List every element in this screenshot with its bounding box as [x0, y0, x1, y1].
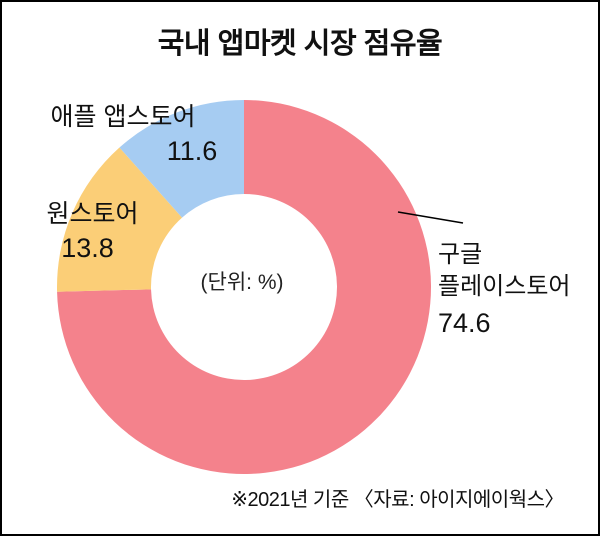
- google-callout-line: [397, 211, 464, 224]
- chart-footnote: ※2021년 기준 〈자료: 아이지에이웍스〉: [231, 489, 564, 511]
- donut-slice-2: [119, 100, 244, 218]
- google-playstore-label: 구글 플레이스토어 74.6: [438, 239, 598, 339]
- donut-slices-group: [57, 100, 432, 474]
- onestore-label: 원스토어: [46, 200, 139, 228]
- google-playstore-value: 74.6: [438, 308, 491, 339]
- google-playstore-label-line2: 플레이스토어: [438, 272, 571, 300]
- onestore-value: 13.8: [61, 233, 114, 263]
- donut-slice-0: [57, 100, 432, 474]
- chart-title: 국내 앱마켓 시장 점유율: [157, 28, 443, 60]
- apple-appstore-value: 11.6: [166, 136, 218, 166]
- apple-appstore-label: 애플 앱스토어: [50, 103, 196, 131]
- unit-label: (단위: %): [200, 271, 284, 294]
- google-playstore-label-line1: 구글: [438, 241, 483, 268]
- donut-slice-1: [57, 147, 183, 292]
